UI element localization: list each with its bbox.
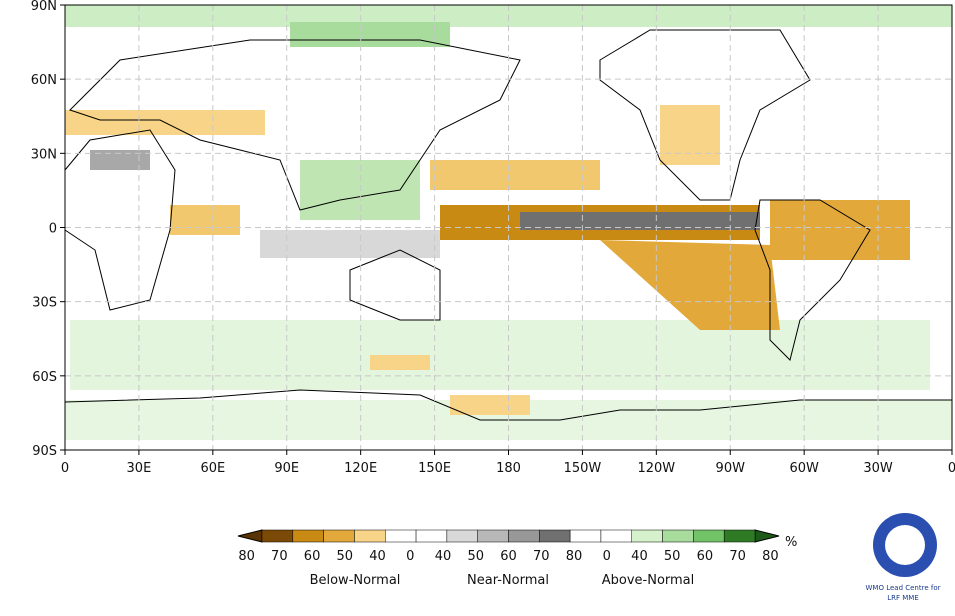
colorbar-segment [569, 529, 602, 543]
lat-label: 90N [31, 0, 57, 14]
colorbar-label: 80 [566, 549, 583, 564]
colorbar-label: 80 [762, 549, 779, 564]
colorbar-label: 60 [304, 549, 321, 564]
patch [600, 240, 780, 330]
lat-label: 30N [31, 147, 57, 162]
colorbar: 80 70 60 50 40 0 40 50 60 70 80 0 40 50 60 70 80% Below-N… [237, 529, 797, 588]
coast-eurasia [69, 39, 521, 211]
category-label: Below-Normal [310, 573, 401, 588]
patch [170, 205, 240, 235]
patch [90, 150, 150, 170]
colorbar-unit: % [785, 535, 797, 550]
colorbar-label: 70 [533, 549, 550, 564]
patch [770, 200, 910, 260]
colorbar-label: 60 [697, 549, 714, 564]
colorbar-segment [662, 529, 694, 543]
colorbar-label: 60 [500, 549, 517, 564]
map [64, 4, 953, 451]
coast-south-america [754, 199, 871, 361]
colorbar-segment [385, 529, 417, 543]
colorbar-label: 40 [369, 549, 386, 564]
patch [290, 22, 450, 47]
patch [660, 105, 720, 165]
colorbar-segment [354, 529, 386, 543]
patch [370, 355, 430, 370]
lon-label: 0 [948, 461, 955, 476]
colorbar-segment [600, 529, 632, 543]
colorbar-label: 80 [238, 549, 255, 564]
colorbar-label: 50 [664, 549, 681, 564]
lon-label: 150E [418, 461, 451, 476]
lon-label: 60E [200, 461, 225, 476]
colorbar-label: 0 [603, 549, 611, 564]
lon-label: 150W [564, 461, 602, 476]
coastlines [64, 29, 952, 421]
coast-north-america [599, 29, 811, 201]
colorbar-segment [261, 529, 294, 543]
coast-antarctica [64, 389, 952, 421]
lat-label: 0 [49, 222, 57, 237]
lon-label: 0 [61, 461, 69, 476]
patch [70, 320, 930, 390]
colorbar-segment [323, 529, 355, 543]
colorbar-segment [693, 529, 725, 543]
logo-text: LRF MME [887, 594, 919, 602]
category-label: Above-Normal [602, 573, 695, 588]
colorbar-segment [631, 529, 663, 543]
patch [450, 395, 530, 415]
lon-label: 120W [637, 461, 675, 476]
patch [260, 230, 440, 258]
lon-label: 60W [789, 461, 819, 476]
logo-text: WMO Lead Centre for [866, 584, 941, 592]
colorbar-segment [723, 529, 756, 543]
grid [65, 5, 952, 450]
lat-label: 30S [32, 296, 57, 311]
colorbar-label: 40 [631, 549, 648, 564]
lon-label: 30W [863, 461, 893, 476]
patch [520, 212, 760, 230]
colorbar-label: 40 [435, 549, 452, 564]
colorbar-label: 70 [729, 549, 746, 564]
colorbar-label: 70 [271, 549, 288, 564]
lon-label: 90W [716, 461, 746, 476]
logo-globe [885, 525, 925, 565]
coast-africa [64, 129, 176, 311]
patch [430, 160, 600, 190]
colorbar-segment [539, 529, 571, 543]
colorbar-label: 50 [337, 549, 354, 564]
colorbar-label: 50 [467, 549, 484, 564]
category-label: Near-Normal [467, 573, 549, 588]
lat-label: 60N [31, 73, 57, 88]
logo: WMO Lead Centre for LRF MME [866, 513, 941, 602]
colorbar-segment [477, 529, 509, 543]
lon-label: 180 [496, 461, 521, 476]
lat-label: 90S [32, 444, 57, 459]
coast-australia [349, 249, 441, 321]
colorbar-segment [446, 529, 478, 543]
colorbar-segment [415, 529, 448, 543]
lon-label: 120E [344, 461, 377, 476]
colorbar-label: 0 [406, 549, 414, 564]
colorbar-segment [292, 529, 324, 543]
lat-label: 60S [32, 370, 57, 385]
colorbar-segment [508, 529, 540, 543]
patch [300, 160, 420, 220]
lon-label: 90E [274, 461, 299, 476]
lon-label: 30E [127, 461, 152, 476]
